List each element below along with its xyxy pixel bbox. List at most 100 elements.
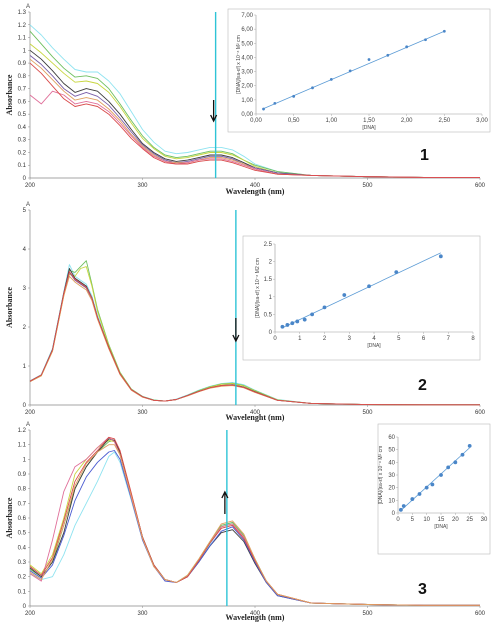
- inset-data-point: [394, 270, 399, 275]
- inset-data-point: [367, 58, 371, 61]
- y-tick-label: 0.1: [18, 163, 27, 169]
- y-axis-label: Absorbance: [5, 287, 14, 328]
- inset-x-tick-label: 2,00: [401, 118, 413, 124]
- x-tick-label: 500: [362, 410, 373, 416]
- y-tick-label: 0.3: [18, 138, 27, 144]
- inset-data-point: [460, 452, 465, 457]
- inset-data-point: [262, 107, 265, 111]
- inset-data-point: [292, 94, 296, 98]
- y-tick-label: 0.3: [18, 560, 27, 566]
- y-tick-label: 0.1: [18, 589, 27, 595]
- y-tick-label: 0: [23, 403, 27, 409]
- y-tick-label: 0.5: [18, 112, 27, 118]
- x-tick-label: 200: [25, 410, 36, 416]
- inset-data-point: [410, 497, 415, 501]
- axis-corner-label: A: [26, 202, 30, 208]
- inset-x-tick-label: 5: [397, 336, 401, 342]
- inset-data-point: [467, 443, 472, 448]
- spectrum-line-8: [29, 62, 480, 178]
- inset-x-tick-label: 0,00: [250, 118, 262, 124]
- inset-data-point: [430, 482, 435, 487]
- spectrum-line-5: [29, 55, 480, 178]
- inset-y-tick-label: 2: [269, 260, 273, 266]
- inset-y-tick-label: 10: [388, 498, 395, 504]
- inset-y-tick-label: 0.5: [264, 312, 273, 318]
- inset-y-axis-label: [DNA]/|εa-εf| x 10⁻⁸ M² cm: [236, 35, 242, 93]
- spectrum-line-7: [29, 271, 480, 406]
- inset-data-point: [405, 45, 409, 49]
- x-axis-label: Wavelength (nm): [226, 187, 285, 196]
- inset-y-tick-label: 4,00: [241, 55, 253, 61]
- inset-x-tick-label: 3: [348, 336, 352, 342]
- x-tick-label: 500: [362, 183, 373, 189]
- inset-x-tick-label: 1,50: [363, 118, 375, 124]
- x-tick-label: 300: [137, 410, 148, 416]
- inset-data-point: [280, 324, 285, 329]
- inset-x-tick-label: 25: [466, 517, 473, 523]
- inset-x-tick-label: 7: [447, 336, 451, 342]
- inset-data-point: [446, 465, 451, 470]
- inset-data-point: [348, 69, 352, 73]
- inset-y-tick-label: 3,00: [241, 70, 253, 76]
- inset-y-tick-label: 5,00: [241, 41, 253, 47]
- arrow-down-icon: [232, 334, 240, 343]
- y-tick-label: 0.6: [18, 516, 27, 522]
- inset-plot: 0,00 1,00 2,00 3,00 4,00 5,00 6,00 7,00 0,00 0,50…: [227, 8, 491, 133]
- y-tick-label: 0.7: [18, 501, 27, 507]
- inset-y-tick-label: 50: [388, 448, 395, 454]
- inset-data-point: [367, 284, 371, 289]
- x-tick-label: 600: [475, 410, 486, 416]
- arrow-up-icon: [221, 490, 229, 499]
- inset-y-tick-label: 1.5: [264, 277, 273, 283]
- inset-y-tick-label: 0: [392, 511, 396, 517]
- inset-data-point: [442, 29, 446, 33]
- panel-number: 1: [420, 147, 429, 164]
- spectrum-line-8: [29, 444, 480, 606]
- inset-x-tick-label: 6: [422, 336, 426, 342]
- y-tick-label: 1.2: [18, 428, 27, 434]
- inset-data-point: [285, 323, 290, 327]
- inset-data-point: [398, 507, 403, 512]
- inset-y-tick-label: 60: [388, 435, 395, 441]
- y-tick-label: 0.2: [18, 575, 27, 581]
- inset-frame: [227, 8, 491, 133]
- inset-data-point: [310, 312, 315, 317]
- x-axis-label: Wavelength (nm): [226, 613, 285, 622]
- y-tick-label: 1.1: [18, 443, 27, 449]
- inset-y-tick-label: 40: [388, 460, 395, 466]
- y-tick-label: 0.9: [18, 472, 27, 478]
- inset-y-tick-label: 1,00: [241, 98, 253, 104]
- axis-corner-label: A: [26, 422, 30, 428]
- y-tick-label: 3: [23, 286, 27, 292]
- x-tick-label: 400: [250, 183, 261, 189]
- inset-y-tick-label: 2.5: [264, 242, 273, 248]
- inset-data-point: [295, 319, 300, 324]
- inset-data-point: [290, 321, 295, 326]
- y-axis-label: Absorbance: [5, 497, 14, 538]
- inset-y-tick-label: 2,00: [241, 84, 253, 90]
- y-tick-label: 1: [23, 48, 27, 54]
- inset-data-point: [401, 504, 406, 508]
- inset-y-axis-label: [DNA]/|εa-εf| x 10⁻⁸ M2 cm: [255, 258, 261, 318]
- inset-x-axis-label: [DNA]: [362, 125, 376, 131]
- inset-data-point: [273, 101, 277, 105]
- arrow-down-icon: [210, 114, 218, 123]
- inset-y-tick-label: 20: [388, 486, 395, 492]
- inset-data-point: [386, 53, 390, 57]
- inset-x-tick-label: 8: [471, 336, 475, 342]
- x-tick-label: 200: [25, 183, 36, 189]
- inset-y-tick-label: 0,00: [241, 112, 253, 118]
- inset-x-tick-label: 2: [323, 336, 327, 342]
- inset-x-axis-label: [DNA]: [367, 343, 381, 349]
- panel-1: A 0 0.1 0.2 0.3 0.4 0.5 0.6 0.7 0.8 0.9 1 1.1 1.2 1.3 2…: [5, 4, 491, 196]
- y-tick-label: 1.3: [18, 10, 27, 16]
- x-axis-label: Wavelenght (nm): [226, 413, 285, 422]
- y-tick-label: 0.6: [18, 99, 27, 105]
- inset-x-tick-label: 4: [372, 336, 376, 342]
- y-axis-label: Absorbance: [5, 74, 14, 115]
- inset-x-tick-label: 1: [298, 336, 302, 342]
- x-tick-label: 500: [362, 611, 373, 617]
- inset-frame: [242, 235, 481, 361]
- inset-data-point: [438, 254, 443, 259]
